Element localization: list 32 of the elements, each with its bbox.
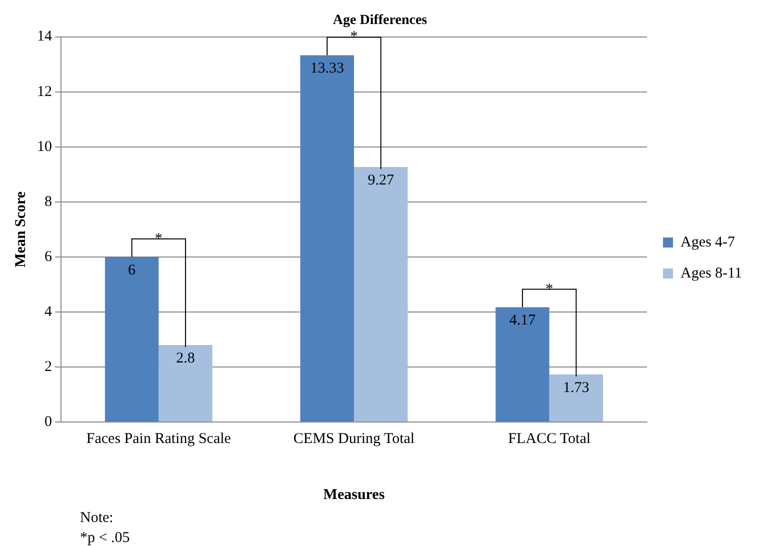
bar xyxy=(549,374,604,422)
chart-title: Age Differences xyxy=(332,13,428,28)
x-tick-label: Faces Pain Rating Scale xyxy=(86,430,232,447)
x-tick-label: CEMS During Total xyxy=(293,430,415,447)
annotation: * xyxy=(154,230,162,247)
bar xyxy=(496,307,550,422)
y-tick-label: 2 xyxy=(44,358,52,375)
text: *p < .05 xyxy=(80,529,131,546)
data-label: 4.17 xyxy=(509,312,536,329)
y-tick-label: 10 xyxy=(37,138,52,155)
y-tick-label: 4 xyxy=(44,304,52,320)
y-tick-label: 8 xyxy=(44,194,52,210)
y-axis-title: Mean Score xyxy=(12,191,29,268)
data-label: 1.73 xyxy=(563,380,590,396)
annotation: * xyxy=(546,281,554,298)
x-axis-title: Measures xyxy=(323,486,385,503)
legend-label: Ages 8-11 xyxy=(680,265,742,282)
data-label: 6 xyxy=(128,262,136,278)
bar xyxy=(158,344,212,422)
y-tick-label: 6 xyxy=(44,248,52,265)
legend-label: Ages 4-7 xyxy=(680,234,736,250)
data-label: 13.33 xyxy=(310,60,344,77)
bar xyxy=(354,166,408,422)
x-tick-label: FLACC Total xyxy=(508,430,591,447)
bar xyxy=(300,55,354,422)
text: Note: xyxy=(80,509,114,528)
y-tick-label: 12 xyxy=(37,84,52,100)
bar xyxy=(104,256,159,422)
y-tick-label: 0 xyxy=(44,414,52,430)
data-label: 2.8 xyxy=(176,350,195,366)
y-tick-label: 14 xyxy=(37,28,52,45)
data-label: 9.27 xyxy=(368,172,394,188)
